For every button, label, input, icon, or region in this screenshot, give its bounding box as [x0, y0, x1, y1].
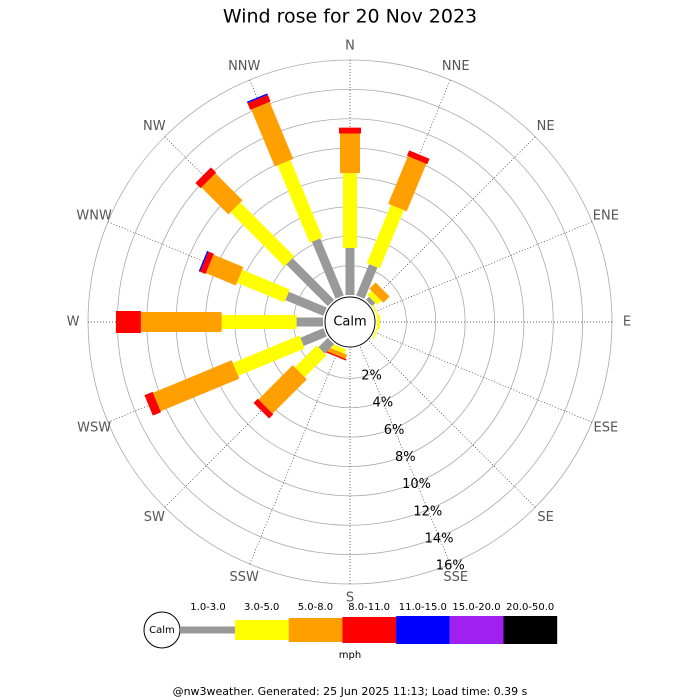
bar-segment — [152, 360, 240, 412]
bar-segment — [232, 335, 305, 376]
bar-segment — [327, 347, 348, 359]
spoke — [368, 136, 536, 304]
legend-calm-label: Calm — [149, 625, 175, 636]
ring-label: 6% — [384, 423, 405, 438]
bar-segment — [236, 269, 290, 303]
direction-label: NE — [537, 119, 555, 134]
legend-swatch — [503, 616, 558, 644]
direction-label: W — [67, 315, 80, 330]
bar-segment — [285, 291, 327, 316]
bar-segment — [247, 94, 271, 110]
bar-segment — [201, 173, 243, 215]
legend-label: 3.0-5.0 — [244, 602, 279, 613]
spoke — [360, 346, 451, 565]
bar-segment — [140, 312, 222, 332]
bar-segment — [366, 204, 404, 269]
legend-label: 15.0-20.0 — [452, 602, 500, 613]
ring-label: 2% — [361, 369, 382, 384]
bar-segment — [356, 264, 378, 299]
legend-label: 1.0-3.0 — [190, 602, 225, 613]
direction-label: SW — [144, 510, 165, 525]
calm-circle — [324, 296, 376, 348]
ring-label: 16% — [436, 559, 465, 574]
bar-segment — [365, 296, 376, 307]
bar-segment — [253, 398, 274, 419]
ring-label: 14% — [425, 531, 454, 546]
direction-label: N — [345, 39, 355, 54]
bar-segment — [372, 304, 379, 319]
ring-label: 12% — [413, 504, 442, 519]
bar-segment — [300, 328, 327, 347]
unit-label: mph — [339, 650, 361, 661]
spoke — [249, 346, 340, 565]
bar-segment — [331, 344, 347, 354]
direction-label: NW — [143, 119, 166, 134]
direction-label: NNE — [442, 59, 470, 74]
bar-segment — [377, 315, 380, 329]
direction-label: ESE — [594, 420, 619, 435]
spoke — [368, 340, 536, 508]
spoke — [374, 332, 593, 423]
direction-label: SSW — [230, 570, 260, 585]
bar-segment — [311, 238, 344, 299]
legend-swatch — [396, 616, 450, 644]
ring-label: 4% — [373, 396, 394, 411]
bar-segment — [318, 337, 335, 354]
bar-segment — [144, 391, 162, 416]
legend-swatch — [288, 618, 343, 642]
bar-segment — [296, 317, 323, 327]
calm-label: Calm — [333, 315, 366, 330]
bar-segment — [251, 101, 294, 167]
bar-segment — [115, 311, 141, 333]
direction-label: E — [623, 315, 631, 330]
bar-segment — [345, 248, 355, 295]
legend-label: 5.0-8.0 — [298, 602, 333, 613]
bar-segment — [198, 250, 209, 272]
direction-label: NNW — [228, 59, 260, 74]
spoke — [374, 221, 593, 312]
bar-segment — [258, 365, 307, 414]
direction-label: ENE — [593, 209, 619, 224]
legend-label: 8.0-11.0 — [348, 602, 390, 613]
bar-segment — [277, 160, 323, 243]
legend-label: 20.0-50.0 — [506, 602, 554, 613]
legend-label: 11.0-15.0 — [399, 602, 447, 613]
direction-label: S — [346, 591, 354, 606]
bar-segment — [406, 150, 430, 165]
legend-swatch — [449, 616, 504, 644]
bar-segment — [294, 345, 327, 378]
ring-label: 10% — [402, 477, 431, 492]
bar-segment — [388, 156, 427, 212]
bar-segment — [230, 202, 295, 267]
footer: @nw3weather. Generated: 25 Jun 2025 11:1… — [173, 685, 528, 698]
bar-segment — [340, 133, 360, 174]
direction-label: WSW — [77, 420, 111, 435]
bar-segment — [205, 254, 244, 286]
bar-segment — [372, 325, 379, 340]
chart-title: Wind rose for 20 Nov 2023 — [223, 6, 477, 28]
bar-segment — [339, 127, 361, 134]
bar-segment — [195, 167, 217, 189]
direction-label: WNW — [76, 209, 112, 224]
direction-label: SSE — [443, 570, 468, 585]
direction-label: SE — [537, 510, 553, 525]
bar-segment — [367, 290, 382, 305]
legend-swatch — [180, 626, 235, 634]
bar-segment — [221, 315, 297, 329]
bar-segment — [343, 173, 357, 248]
ring-label: 8% — [395, 450, 416, 465]
legend-swatch — [235, 620, 289, 640]
bar-segment — [200, 251, 214, 275]
legend-swatch — [342, 617, 397, 643]
bar-segment — [325, 350, 347, 361]
bar-segment — [369, 282, 390, 303]
bar-segment — [286, 258, 335, 307]
bar-segment — [246, 93, 268, 104]
